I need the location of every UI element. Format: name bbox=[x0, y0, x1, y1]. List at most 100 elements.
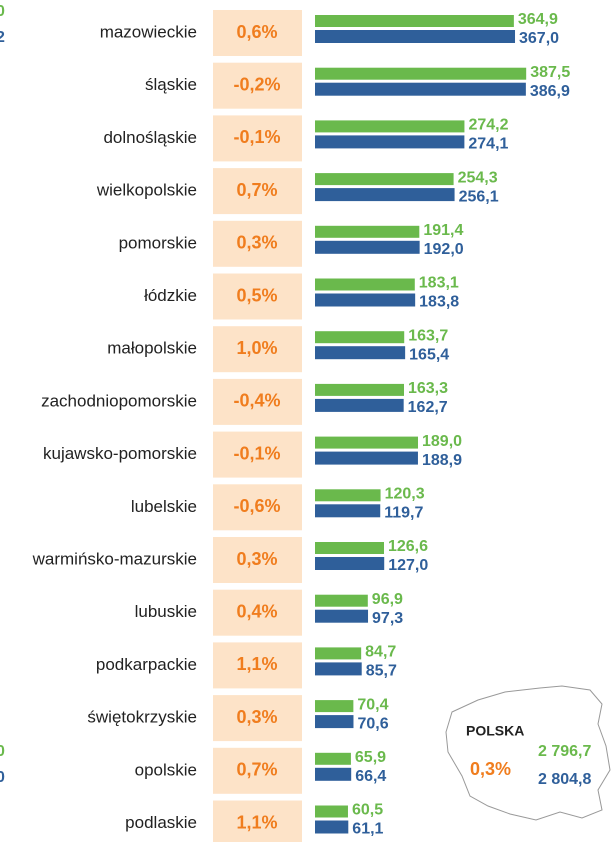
category-label: śląskie bbox=[145, 75, 197, 94]
bar bbox=[315, 542, 384, 554]
value-label: 97,3 bbox=[372, 610, 403, 627]
change-label: -0,1% bbox=[233, 127, 280, 147]
change-box bbox=[213, 800, 302, 842]
change-label: 1,0% bbox=[236, 338, 277, 358]
value-label: 60,5 bbox=[352, 802, 383, 819]
category-label: pomorskie bbox=[119, 233, 197, 252]
poland-map bbox=[445, 685, 611, 821]
value-label: 84,7 bbox=[365, 644, 396, 661]
category-label: kujawsko-pomorskie bbox=[43, 444, 197, 463]
poland-value: 2 796,7 bbox=[538, 743, 591, 760]
category-label: podkarpackie bbox=[96, 655, 197, 674]
value-label: 256,1 bbox=[459, 188, 499, 205]
bar bbox=[315, 120, 465, 133]
value-label: 367,0 bbox=[519, 30, 559, 47]
change-box bbox=[213, 537, 302, 583]
bar bbox=[315, 504, 381, 518]
value-label: 189,0 bbox=[422, 433, 462, 450]
bar bbox=[315, 451, 418, 465]
bar bbox=[315, 135, 465, 149]
value-label: 387,5 bbox=[530, 64, 570, 81]
bar bbox=[315, 489, 381, 502]
change-label: 1,1% bbox=[236, 812, 277, 832]
category-label: wielkopolskie bbox=[96, 181, 197, 200]
bar bbox=[315, 240, 420, 254]
value-label: 96,9 bbox=[372, 591, 403, 608]
bar bbox=[315, 752, 351, 765]
poland-change: 0,3% bbox=[470, 759, 511, 779]
bar bbox=[315, 609, 369, 623]
value-label: 85,7 bbox=[366, 663, 397, 680]
value-label: 66,4 bbox=[355, 768, 386, 785]
value-label: 386,9 bbox=[530, 83, 570, 100]
value-label: 61,1 bbox=[352, 821, 383, 838]
value-label: 274,2 bbox=[468, 117, 508, 134]
value-label: 183,8 bbox=[419, 294, 459, 311]
value-label: 192,0 bbox=[424, 241, 464, 258]
change-label: 0,3% bbox=[236, 233, 277, 253]
category-label: zachodniopomorskie bbox=[41, 391, 197, 410]
value-label: 70,6 bbox=[357, 715, 388, 732]
change-box bbox=[213, 273, 302, 320]
change-label: 0,4% bbox=[236, 601, 277, 621]
change-label: -0,4% bbox=[233, 391, 280, 411]
value-label: 127,0 bbox=[388, 557, 428, 574]
bar bbox=[315, 188, 455, 202]
legend-fragment: 2 bbox=[0, 29, 5, 46]
bar bbox=[315, 383, 404, 396]
category-label: opolskie bbox=[135, 760, 197, 779]
value-label: 274,1 bbox=[468, 136, 508, 153]
bar bbox=[315, 30, 516, 43]
bar bbox=[315, 715, 354, 729]
category-label: podlaskie bbox=[125, 813, 197, 832]
change-box bbox=[213, 115, 302, 162]
bar bbox=[315, 67, 527, 80]
change-label: 1,1% bbox=[236, 654, 277, 674]
change-box bbox=[213, 220, 302, 267]
bar bbox=[315, 436, 419, 449]
category-label: małopolskie bbox=[107, 339, 197, 358]
bar bbox=[315, 293, 416, 307]
legend-fragment: 0 bbox=[0, 769, 5, 786]
bar bbox=[315, 647, 362, 660]
category-label: lubuskie bbox=[135, 602, 197, 621]
bar bbox=[315, 662, 362, 676]
change-box bbox=[213, 62, 302, 109]
bar bbox=[315, 805, 348, 818]
poland-title: POLSKA bbox=[466, 723, 524, 739]
value-label: 163,7 bbox=[408, 327, 448, 344]
change-label: -0,6% bbox=[233, 496, 280, 516]
change-label: -0,2% bbox=[233, 74, 280, 94]
value-label: 70,4 bbox=[357, 696, 388, 713]
change-label: 0,3% bbox=[236, 707, 277, 727]
change-label: 0,3% bbox=[236, 549, 277, 569]
bar bbox=[315, 82, 526, 96]
bar bbox=[315, 331, 405, 344]
bar bbox=[315, 557, 385, 570]
value-label: 183,1 bbox=[419, 275, 459, 292]
poland-value: 2 804,8 bbox=[538, 771, 591, 788]
bar bbox=[315, 15, 514, 27]
change-box bbox=[213, 642, 302, 689]
value-label: 165,4 bbox=[409, 346, 449, 363]
change-label: 0,6% bbox=[236, 22, 277, 42]
value-label: 254,3 bbox=[458, 169, 498, 186]
change-box bbox=[213, 747, 302, 794]
bar bbox=[315, 594, 368, 607]
change-box bbox=[213, 695, 302, 742]
change-box bbox=[213, 589, 302, 636]
bar bbox=[315, 173, 454, 186]
legend-fragment: 0 bbox=[0, 743, 5, 760]
change-box bbox=[213, 378, 302, 425]
category-label: warmińsko-mazurskie bbox=[32, 549, 197, 568]
value-label: 119,7 bbox=[384, 505, 423, 522]
category-label: świętokrzyskie bbox=[87, 708, 197, 727]
category-label: mazowieckie bbox=[100, 22, 197, 41]
value-label: 126,6 bbox=[388, 538, 428, 555]
value-label: 188,9 bbox=[422, 452, 462, 469]
change-label: 0,5% bbox=[236, 285, 277, 305]
change-label: 0,7% bbox=[236, 760, 277, 780]
change-label: 0,7% bbox=[236, 180, 277, 200]
category-label: dolnośląskie bbox=[103, 128, 197, 147]
change-box bbox=[213, 168, 302, 215]
